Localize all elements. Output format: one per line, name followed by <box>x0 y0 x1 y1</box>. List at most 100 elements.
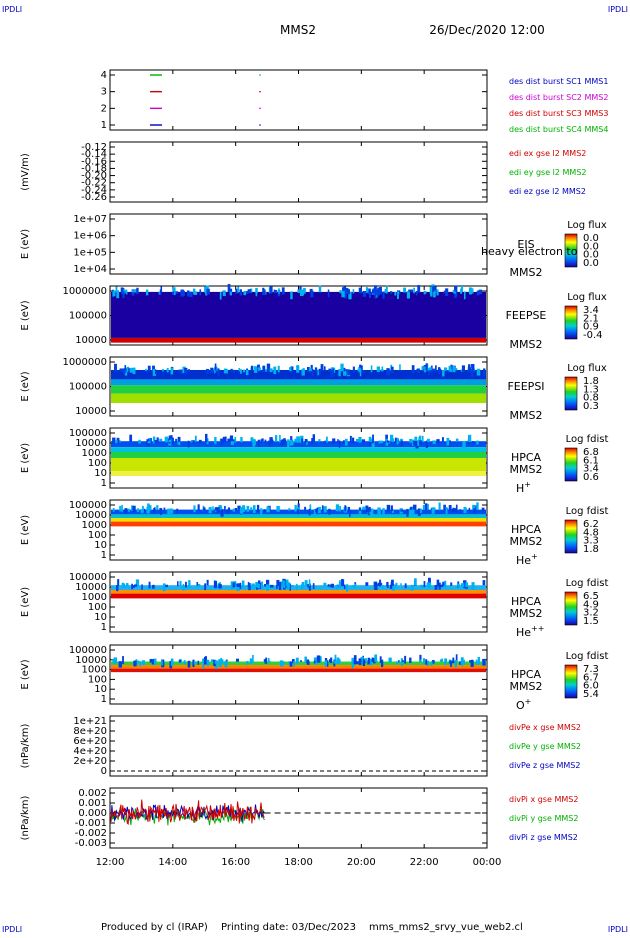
spectrogram-speck <box>219 506 223 510</box>
spectrogram-speck <box>328 659 332 663</box>
spectrogram-speck <box>433 290 436 298</box>
spectrogram-speck <box>427 582 431 587</box>
spectrogram-speck <box>248 583 251 591</box>
spectrogram-speck <box>454 286 458 294</box>
spectrogram-speck <box>289 661 293 667</box>
spectrogram-speck <box>214 661 218 670</box>
spectrogram-speck <box>112 290 116 297</box>
spectrogram-speck <box>252 654 254 663</box>
spectrogram-speck <box>204 583 207 591</box>
spectrogram-speck <box>148 506 151 512</box>
spectrogram-speck <box>425 363 428 371</box>
spectrogram-speck <box>370 365 373 373</box>
colorbar <box>564 233 578 268</box>
overlay-label: heavy electron to <box>481 245 578 258</box>
burst-dot <box>259 74 261 76</box>
spectrogram-speck <box>444 658 448 663</box>
spectrogram-speck <box>454 659 457 668</box>
spectrogram-speck <box>338 440 341 448</box>
spectrogram-speck <box>298 437 300 443</box>
spectrogram-speck <box>419 584 424 588</box>
spectrogram-speck <box>421 366 424 371</box>
spectrogram-speck <box>182 583 185 589</box>
spectrogram-speck <box>379 440 384 444</box>
y-axis-label: E (eV) <box>20 659 31 689</box>
spectrogram-speck <box>255 291 258 297</box>
spectrogram-speck <box>342 287 345 293</box>
spectrogram-speck <box>239 289 243 296</box>
spectrogram-speck <box>426 368 431 371</box>
spectrogram-speck <box>120 287 124 293</box>
spectrogram-speck <box>440 585 444 588</box>
spectrogram-speck <box>312 434 316 443</box>
spectrogram-speck <box>404 655 407 664</box>
spectrogram-speck <box>216 507 221 512</box>
spectrogram-speck <box>270 584 274 588</box>
spectrogram-speck <box>280 581 284 587</box>
spectrogram-speck <box>462 440 466 449</box>
legend-entry: des dist burst SC2 MMS2 <box>509 93 608 102</box>
spectrogram-speck <box>425 440 428 448</box>
spectrogram-speck <box>382 508 385 517</box>
y-axis-label: E (eV) <box>20 587 31 617</box>
y-tick-label: 0.001 <box>78 798 107 809</box>
spectrogram-speck <box>136 508 140 512</box>
spectrogram-speck <box>276 579 280 586</box>
spectrogram-speck <box>343 369 347 376</box>
spectrogram-speck <box>358 367 361 373</box>
spectrogram-speck <box>335 585 339 590</box>
spectrogram-speck <box>343 584 346 590</box>
spectrogram-speck <box>369 438 372 447</box>
spectrogram-speck <box>269 368 273 373</box>
spectrogram-speck <box>382 291 385 299</box>
spectrogram-speck <box>443 290 446 294</box>
spectrogram-speck <box>141 584 143 590</box>
spectrogram-speck <box>187 290 190 297</box>
spectrogram-speck <box>400 658 404 666</box>
spectrogram-speck <box>459 509 462 514</box>
colorbar-tick-label: 6.2 <box>583 519 599 530</box>
colorbar-tick-label: 6.0 <box>583 681 599 692</box>
spectrogram-speck <box>423 291 427 294</box>
spectrogram-speck <box>382 585 384 589</box>
spectrogram-speck <box>346 584 349 592</box>
spectrogram-speck <box>402 660 404 663</box>
y-tick-label: 4 <box>101 70 107 81</box>
spectrogram-speck <box>192 440 195 444</box>
date-time: 26/Dec/2020 12:00 <box>429 23 545 37</box>
spectrogram-speck <box>411 365 415 374</box>
spectrogram-speck <box>241 580 245 589</box>
spectrogram-speck <box>373 581 378 586</box>
spectrogram-speck <box>299 286 302 293</box>
spectrogram-speck <box>180 289 184 297</box>
spectrogram-speck <box>367 288 370 293</box>
species-charge: + <box>525 697 532 706</box>
spectrogram-speck <box>394 291 397 296</box>
spectrogram-band <box>111 379 486 386</box>
spectrogram-speck <box>206 438 209 445</box>
spectrogram-speck <box>450 364 453 372</box>
spectrogram-speck <box>226 509 230 515</box>
spectrogram-speck <box>202 661 205 669</box>
spectrogram-speck <box>178 369 181 373</box>
spectrogram-band <box>111 452 486 458</box>
spectrogram-speck <box>212 368 215 371</box>
colorbar-title: Log fdist <box>566 578 609 589</box>
spectrogram-speck <box>289 583 291 591</box>
y-tick-label: 1000000 <box>62 357 107 368</box>
spectrogram-speck <box>427 577 431 586</box>
spectrogram-speck <box>117 579 120 586</box>
spectrogram-speck <box>416 368 420 374</box>
spectrogram-speck <box>168 435 171 444</box>
spectrogram-speck <box>239 582 242 590</box>
colorbar-tick-label: 6.5 <box>583 591 599 602</box>
spectrogram-speck <box>353 655 357 663</box>
spectrogram-speck <box>366 507 370 510</box>
spectrogram-speck <box>249 658 252 664</box>
spectrogram-speck <box>320 364 324 371</box>
spectrogram-speck <box>234 436 237 443</box>
spacecraft-label: MMS2 <box>510 680 543 693</box>
spectrogram-speck <box>304 580 308 587</box>
